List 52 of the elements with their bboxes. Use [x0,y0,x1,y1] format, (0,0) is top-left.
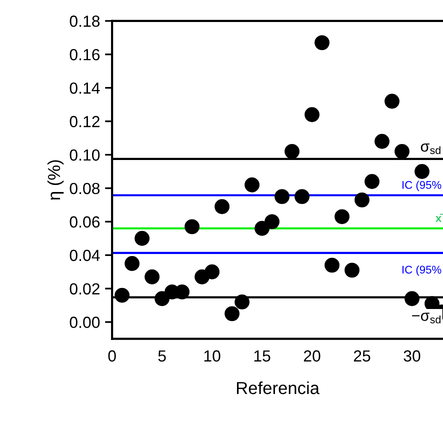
ref-line-label: σ$_{sd}$ [420,144,440,154]
ref-line-label: IC (95% [402,265,442,276]
point [384,94,400,109]
point [344,262,360,278]
point [364,174,380,189]
y-tick-label: 0.00 [70,316,100,328]
x-tick-label: 10 [204,350,220,362]
point [304,107,320,122]
point [404,291,420,306]
point [224,306,240,322]
point [134,230,150,246]
point [274,189,290,204]
y-tick-label: 0.08 [70,182,100,194]
y-tick-label: 0.18 [70,16,100,27]
point [234,294,250,310]
point [144,269,160,284]
point [334,209,350,224]
point [204,264,220,280]
y-tick-label: 0.12 [70,116,100,128]
point [394,144,410,159]
point [114,288,130,303]
y-tick-label: 0.04 [70,250,100,262]
ref-line-label: IC (95% [402,180,442,192]
point [354,192,370,208]
x-tick-label: 30 [404,350,420,362]
point [124,256,140,271]
x-tick-label: 5 [158,350,166,362]
x-axis-title: Referencia [236,381,320,394]
point [254,220,270,236]
point [324,258,340,273]
x-tick-label: 25 [354,350,370,362]
y-tick-label: 0.10 [70,149,100,161]
point [374,134,390,149]
y-tick-label: 0.14 [70,82,100,94]
ref-line-label: −σ$_{sd}$ [412,312,440,324]
point [154,291,170,306]
x-tick-label: 20 [304,350,320,362]
x-tick-label: 15 [254,350,270,362]
point [214,199,230,214]
point [284,144,300,159]
point [414,164,430,179]
y-axis-title: η (%) [47,160,64,200]
point [294,189,310,204]
y-tick-label: 0.16 [70,49,100,60]
y-tick-label: 0.06 [70,216,100,228]
point [314,35,330,50]
x-tick-label: 0 [108,350,116,362]
point [184,219,200,234]
y-tick-label: 0.02 [70,283,100,295]
point [244,177,260,192]
ref-line-label: x̄ [436,214,443,222]
point [264,214,280,230]
